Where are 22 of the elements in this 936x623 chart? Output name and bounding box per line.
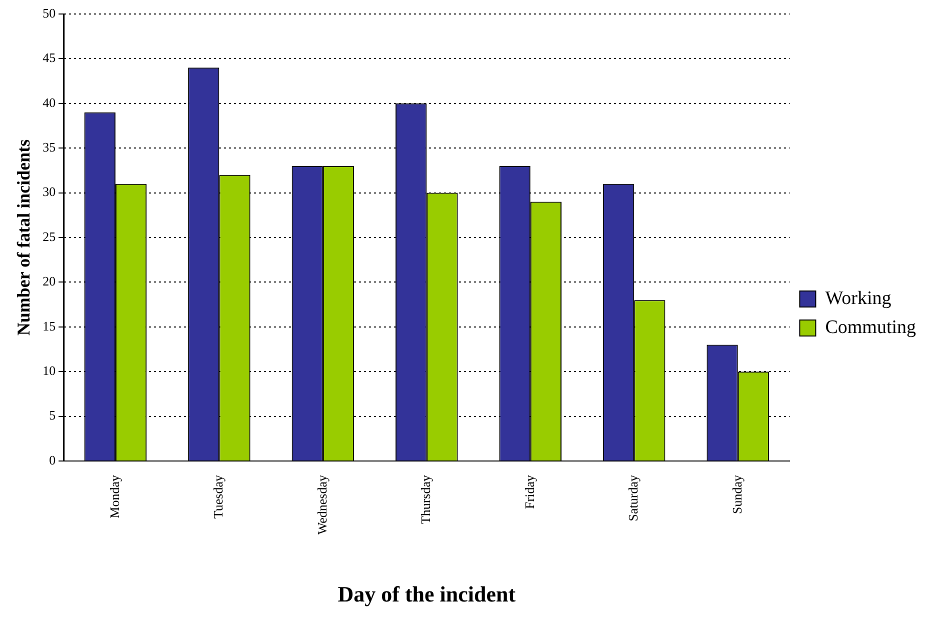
x-tick-label: Tuesday xyxy=(210,474,226,519)
x-tick-label: Wednesday xyxy=(314,474,330,535)
y-tick-label: 5 xyxy=(49,408,56,423)
y-tick-label: 30 xyxy=(42,184,56,200)
x-tick-label: Saturday xyxy=(626,474,641,522)
y-tick-label: 25 xyxy=(42,228,56,244)
y-tick-label: 0 xyxy=(49,452,56,468)
y-tick-label: 10 xyxy=(42,363,56,378)
y-tick-label: 35 xyxy=(42,140,56,155)
x-tick-label: Monday xyxy=(106,474,122,518)
y-tick-label: 50 xyxy=(42,5,56,20)
x-axis-title: Day of the incident xyxy=(338,581,516,606)
x-tick-label: Thursday xyxy=(418,474,434,524)
x-tick-label: Sunday xyxy=(729,474,744,514)
y-tick-label: 15 xyxy=(42,318,56,334)
x-tick-label: Friday xyxy=(522,474,537,509)
legend-label: Working xyxy=(825,288,892,309)
y-tick-label: 20 xyxy=(42,274,56,289)
legend-label: Commuting xyxy=(825,316,916,338)
y-axis-title: Number of fatal incidents xyxy=(13,139,34,336)
y-tick-label: 40 xyxy=(42,94,56,110)
y-tick-label: 45 xyxy=(42,50,56,66)
